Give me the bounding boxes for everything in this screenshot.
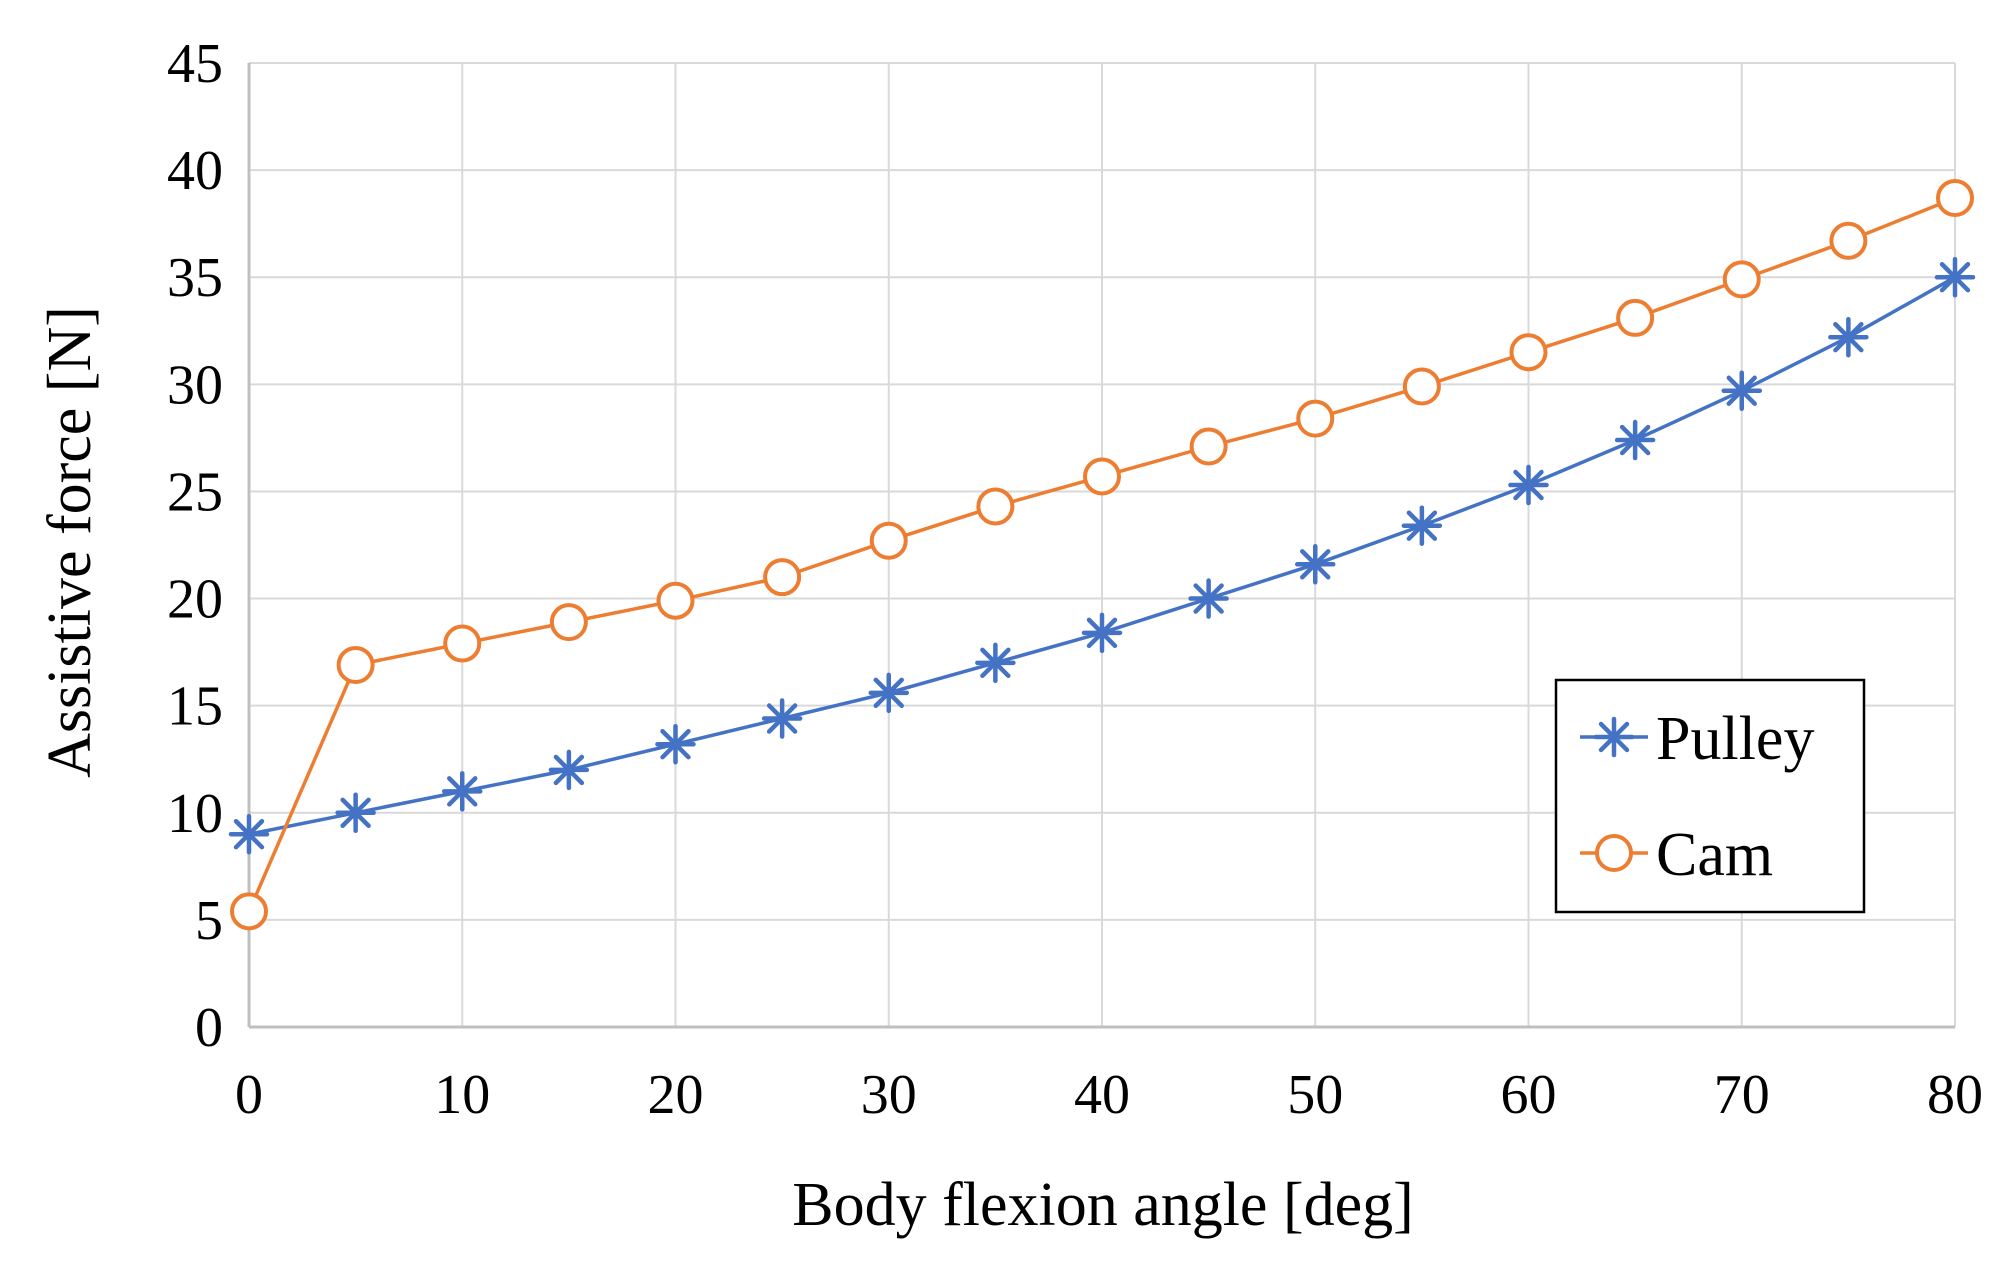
x-tick-label: 80 — [1927, 1064, 1983, 1126]
x-tick-label: 40 — [1074, 1064, 1130, 1126]
data-point-cam — [1616, 298, 1655, 337]
y-tick-label: 45 — [167, 33, 223, 95]
data-point-cam — [656, 581, 695, 620]
data-point-cam — [1722, 260, 1761, 299]
data-point-cam — [1402, 367, 1441, 406]
axes — [247, 63, 1955, 1029]
x-tick-label: 70 — [1714, 1064, 1770, 1126]
data-point-pulley-stroke — [1726, 375, 1757, 406]
data-point-pulley-stroke — [873, 677, 904, 709]
series-cam — [230, 178, 1974, 931]
data-point-pulley — [1934, 256, 1976, 298]
data-point-pulley-stroke — [1619, 424, 1651, 456]
data-point-pulley — [1081, 612, 1123, 654]
data-point-cam — [869, 521, 908, 560]
data-point-pulley-stroke — [1939, 262, 1971, 293]
series-pulley — [228, 256, 1976, 855]
data-point-cam — [336, 645, 375, 684]
y-tick-label: 20 — [167, 569, 223, 631]
data-point-pulley-stroke — [1193, 583, 1224, 614]
data-point-pulley-stroke — [1513, 469, 1544, 501]
data-point-pulley-stroke — [1086, 617, 1118, 649]
data-point-pulley — [548, 749, 590, 791]
data-point-pulley — [1614, 419, 1656, 461]
legend-box — [1554, 678, 1866, 914]
data-point-pulley — [335, 792, 376, 834]
data-point-pulley-stroke — [233, 818, 265, 850]
legend-pulley-marker — [1593, 716, 1635, 758]
x-tick-label: 20 — [648, 1064, 704, 1126]
y-tick-label: 35 — [167, 247, 223, 309]
data-point-pulley — [1295, 544, 1336, 585]
data-point-pulley — [975, 642, 1016, 684]
data-point-cam — [1189, 427, 1228, 466]
x-tick-label: 60 — [1501, 1064, 1557, 1126]
data-point-pulley — [761, 698, 803, 739]
x-tick-label: 0 — [235, 1064, 263, 1126]
data-point-cam — [1829, 221, 1868, 260]
data-point-pulley-stroke — [980, 647, 1011, 679]
data-point-pulley-stroke — [1833, 321, 1864, 353]
data-series — [228, 178, 1976, 931]
data-point-pulley — [1508, 464, 1549, 506]
y-tick-label: 40 — [167, 140, 223, 202]
data-point-cam — [1936, 178, 1974, 217]
x-tick-label: 30 — [861, 1064, 917, 1126]
data-point-pulley — [1828, 316, 1869, 358]
legend-cam-marker — [1595, 834, 1633, 872]
data-point-pulley — [1188, 578, 1229, 619]
data-point-cam — [230, 892, 268, 931]
y-tick-label: 0 — [195, 997, 223, 1059]
data-point-cam — [976, 487, 1015, 526]
y-tick-label: 5 — [195, 890, 223, 952]
x-axis-title: Body flexion angle [deg] — [792, 1171, 1414, 1239]
data-point-pulley — [1721, 370, 1762, 412]
x-tick-label: 10 — [434, 1064, 490, 1126]
legend-item-cam: Cam — [1580, 821, 1773, 889]
legend-item-pulley: Pulley — [1580, 705, 1814, 773]
legend-cam-label: Cam — [1656, 821, 1773, 889]
x-tick-label: 50 — [1287, 1064, 1343, 1126]
legend-pulley-label: Pulley — [1656, 705, 1814, 773]
data-point-pulley — [868, 672, 909, 714]
data-point-pulley-stroke — [1406, 510, 1438, 541]
y-tick-label: 10 — [167, 783, 223, 845]
data-point-cam — [443, 624, 482, 663]
data-point-cam — [1083, 457, 1121, 496]
data-point-cam — [763, 558, 802, 597]
data-point-pulley-stroke — [340, 797, 371, 828]
data-point-pulley — [1401, 505, 1443, 546]
data-point-pulley-stroke — [660, 729, 691, 760]
data-point-pulley-stroke — [1300, 549, 1331, 580]
data-point-pulley — [228, 813, 270, 855]
data-point-pulley — [442, 771, 483, 812]
data-point-cam — [1296, 399, 1335, 438]
y-tick-label: 30 — [167, 354, 223, 416]
data-point-cam — [549, 603, 588, 642]
y-tick-label: 15 — [167, 676, 223, 738]
legend-pulley-asterisk-stroke — [1598, 721, 1630, 753]
tick-labels: 0 5 10 15 20 25 30 35 40 45 0 10 20 30 40 50 60 70 80 — [167, 33, 1983, 1126]
data-point-pulley-stroke — [766, 703, 798, 734]
data-point-pulley — [655, 723, 696, 765]
legend: Pulley Cam — [1554, 678, 1866, 914]
data-point-pulley-stroke — [447, 776, 478, 807]
data-point-pulley-stroke — [553, 754, 585, 786]
data-point-cam — [1509, 333, 1548, 372]
legend-cam-circle — [1595, 834, 1633, 872]
y-tick-label: 25 — [167, 461, 223, 523]
y-axis-title: Assistive force [N] — [36, 306, 104, 778]
legend-pulley-asterisk — [1593, 716, 1635, 758]
